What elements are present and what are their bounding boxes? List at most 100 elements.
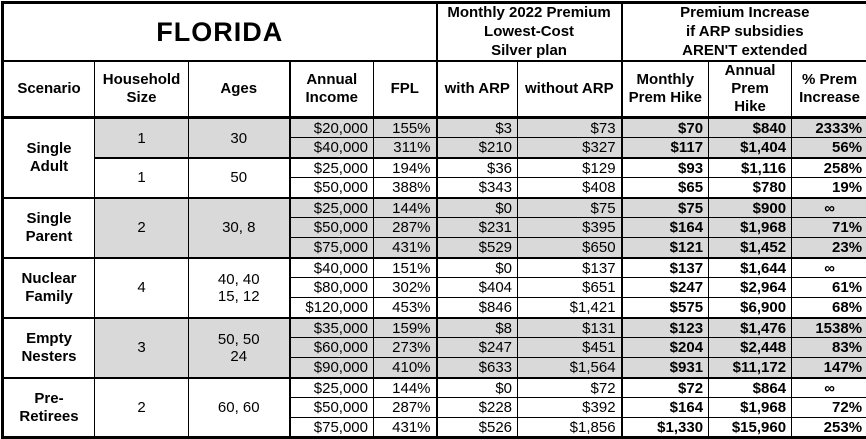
pct-increase-cell: 71% [792,218,866,238]
with-arp-cell: $247 [437,338,518,358]
without-arp-cell: $408 [518,178,622,198]
monthly-hike-cell: $931 [622,358,709,378]
without-arp-cell: $395 [518,218,622,238]
title-row: FLORIDA Monthly 2022 Premium Lowest-Cost… [3,3,866,62]
pct-increase-cell: 147% [792,358,866,378]
fpl-cell: 155% [374,118,437,138]
fpl-cell: 144% [374,378,437,398]
fpl-cell: 431% [374,238,437,258]
with-arp-cell: $0 [437,378,518,398]
with-arp-cell: $36 [437,158,518,178]
fpl-cell: 273% [374,338,437,358]
with-arp-cell: $0 [437,198,518,218]
pct-increase-cell: 258% [792,158,866,178]
annual-income-cell: $25,000 [290,158,374,178]
annual-hike-cell: $6,900 [709,298,792,318]
household-size-cell: 3 [95,318,189,378]
monthly-hike-cell: $72 [622,378,709,398]
annual-hike-cell: $1,116 [709,158,792,178]
col-header-ages: Ages [189,61,290,118]
with-arp-cell: $228 [437,398,518,418]
without-arp-cell: $75 [518,198,622,218]
pct-increase-cell: 2333% [792,118,866,138]
fpl-cell: 410% [374,358,437,378]
annual-hike-cell: $1,968 [709,218,792,238]
scenario-cell: Pre- Retirees [3,378,95,438]
ages-cell: 40, 40 15, 12 [189,258,290,318]
ages-cell: 50, 50 24 [189,318,290,378]
scenario-cell: Empty Nesters [3,318,95,378]
col-header-scenario: Scenario [3,61,95,118]
annual-hike-cell: $2,964 [709,278,792,298]
col-header-pct-prem-increase: % Prem Increase [792,61,866,118]
without-arp-cell: $72 [518,378,622,398]
annual-income-cell: $40,000 [290,138,374,158]
annual-income-cell: $50,000 [290,398,374,418]
annual-income-cell: $20,000 [290,118,374,138]
monthly-hike-cell: $164 [622,398,709,418]
with-arp-cell: $633 [437,358,518,378]
without-arp-cell: $651 [518,278,622,298]
premium-increase-group-header: Premium Increase if ARP subsidies AREN'T… [622,3,866,62]
pct-increase-cell: ∞ [792,198,866,218]
fpl-cell: 287% [374,218,437,238]
without-arp-cell: $1,564 [518,358,622,378]
ages-cell: 60, 60 [189,378,290,438]
without-arp-cell: $650 [518,238,622,258]
monthly-hike-cell: $70 [622,118,709,138]
col-header-annual-income: Annual Income [290,61,374,118]
annual-income-cell: $25,000 [290,378,374,398]
fpl-cell: 151% [374,258,437,278]
annual-income-cell: $75,000 [290,238,374,258]
annual-hike-cell: $900 [709,198,792,218]
household-size-cell: 2 [95,198,189,258]
col-header-without-arp: without ARP [518,61,622,118]
pct-increase-cell: ∞ [792,378,866,398]
col-header-household-size: Household Size [95,61,189,118]
pct-increase-cell: 68% [792,298,866,318]
with-arp-cell: $3 [437,118,518,138]
ages-cell: 30, 8 [189,198,290,258]
monthly-hike-cell: $93 [622,158,709,178]
table-header: FLORIDA Monthly 2022 Premium Lowest-Cost… [3,3,866,118]
fpl-cell: 144% [374,198,437,218]
monthly-hike-cell: $164 [622,218,709,238]
column-header-row: Scenario Household Size Ages Annual Inco… [3,61,866,118]
annual-income-cell: $50,000 [290,218,374,238]
annual-hike-cell: $1,644 [709,258,792,278]
pct-increase-cell: 61% [792,278,866,298]
monthly-hike-cell: $575 [622,298,709,318]
annual-hike-cell: $1,452 [709,238,792,258]
with-arp-cell: $343 [437,178,518,198]
fpl-cell: 159% [374,318,437,338]
pct-increase-cell: 19% [792,178,866,198]
household-size-cell: 1 [95,118,189,158]
fpl-cell: 302% [374,278,437,298]
pct-increase-cell: 56% [792,138,866,158]
region-title: FLORIDA [3,3,437,62]
monthly-premium-group-header: Monthly 2022 Premium Lowest-Cost Silver … [437,3,622,62]
col-header-with-arp: with ARP [437,61,518,118]
without-arp-cell: $327 [518,138,622,158]
household-size-cell: 1 [95,158,189,198]
col-header-monthly-prem-hike: Monthly Prem Hike [622,61,709,118]
monthly-hike-cell: $123 [622,318,709,338]
monthly-hike-cell: $137 [622,258,709,278]
without-arp-cell: $131 [518,318,622,338]
pct-increase-cell: 83% [792,338,866,358]
pct-increase-cell: 72% [792,398,866,418]
ages-cell: 50 [189,158,290,198]
annual-hike-cell: $840 [709,118,792,138]
annual-hike-cell: $780 [709,178,792,198]
monthly-hike-cell: $121 [622,238,709,258]
scenario-cell: Nuclear Family [3,258,95,318]
annual-income-cell: $90,000 [290,358,374,378]
pct-increase-cell: ∞ [792,258,866,278]
